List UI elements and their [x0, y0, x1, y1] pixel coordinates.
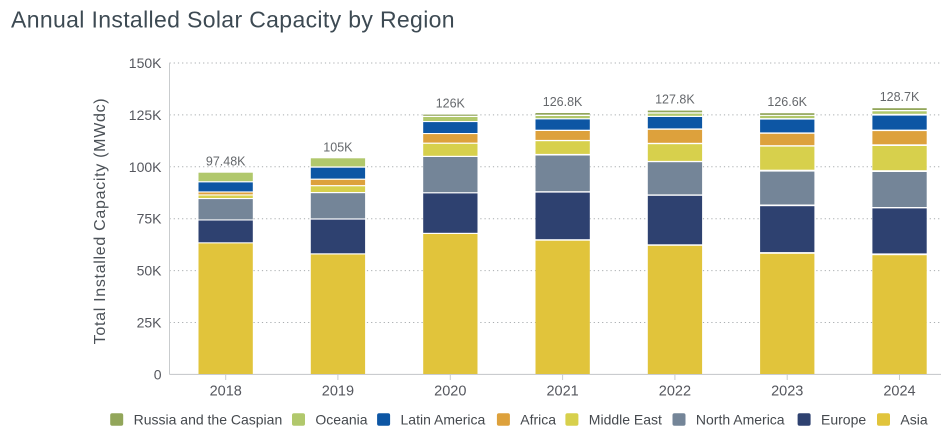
svg-text:North America: North America [696, 412, 785, 428]
svg-text:105K: 105K [323, 140, 353, 154]
svg-text:125K: 125K [129, 107, 162, 123]
svg-text:Russia and the Caspian: Russia and the Caspian [134, 412, 283, 428]
svg-text:97.48K: 97.48K [206, 155, 246, 169]
svg-text:Annual Installed Solar Capacit: Annual Installed Solar Capacity by Regio… [11, 7, 455, 33]
svg-text:Total Installed Capacity (MWdc: Total Installed Capacity (MWdc) [92, 98, 109, 345]
svg-text:128.7K: 128.7K [880, 90, 920, 104]
svg-text:2021: 2021 [546, 384, 578, 400]
svg-text:Asia: Asia [900, 412, 927, 428]
svg-text:2023: 2023 [771, 384, 803, 400]
svg-text:50K: 50K [137, 263, 163, 279]
svg-text:Oceania: Oceania [315, 412, 367, 428]
svg-text:127.8K: 127.8K [655, 93, 695, 107]
svg-text:Africa: Africa [520, 412, 556, 428]
svg-text:2018: 2018 [210, 384, 242, 400]
svg-text:2020: 2020 [434, 384, 466, 400]
svg-text:Middle East: Middle East [589, 412, 662, 428]
svg-text:2022: 2022 [659, 384, 691, 400]
svg-text:Europe: Europe [821, 412, 866, 428]
svg-text:126.8K: 126.8K [543, 95, 583, 109]
svg-text:25K: 25K [137, 315, 163, 331]
svg-text:100K: 100K [129, 159, 162, 175]
svg-text:0: 0 [154, 366, 162, 382]
svg-text:126K: 126K [436, 97, 466, 111]
svg-text:75K: 75K [137, 211, 163, 227]
svg-text:2019: 2019 [322, 384, 354, 400]
svg-text:2024: 2024 [883, 384, 915, 400]
svg-text:Latin America: Latin America [401, 412, 486, 428]
svg-text:150K: 150K [129, 55, 162, 71]
svg-text:126.6K: 126.6K [767, 95, 807, 109]
